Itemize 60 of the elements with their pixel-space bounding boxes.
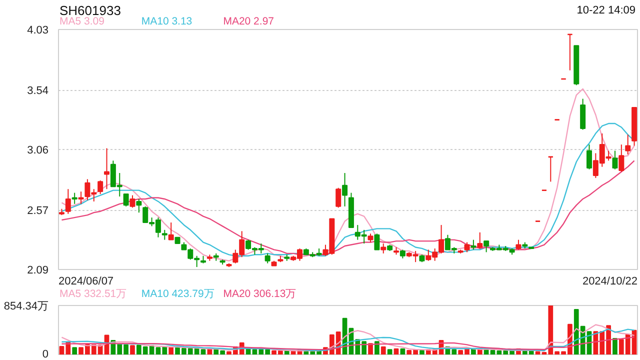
candlestick xyxy=(130,194,136,208)
candlestick xyxy=(123,194,129,207)
candlestick xyxy=(104,148,110,190)
candlestick xyxy=(470,239,476,250)
line-series xyxy=(61,88,635,262)
text: MA20 306.13万 xyxy=(223,288,297,300)
text: MA20 2.97 xyxy=(223,16,274,28)
bar xyxy=(471,348,476,354)
bar xyxy=(420,350,424,354)
candlestick xyxy=(136,198,142,214)
chart-title: SH601933 xyxy=(60,3,121,18)
text: 2024/10/22 xyxy=(582,276,638,288)
candlestick xyxy=(65,188,71,214)
candlestick xyxy=(380,243,386,254)
bar xyxy=(368,343,373,354)
bar xyxy=(394,348,399,354)
candlestick xyxy=(618,144,624,172)
y-tick-label: 854.34万 xyxy=(4,300,49,312)
bar xyxy=(200,349,206,354)
y-tick-label: 2.09 xyxy=(27,264,49,276)
candlestick xyxy=(264,252,270,264)
candlestick xyxy=(98,180,104,195)
bar xyxy=(612,338,618,354)
bar xyxy=(535,351,540,354)
candlestick xyxy=(72,192,78,204)
candlestick xyxy=(162,229,168,240)
candlestick xyxy=(78,191,84,204)
bar xyxy=(284,350,290,354)
candlestick xyxy=(168,222,174,240)
text: 10-22 14:09 xyxy=(576,4,636,16)
text: 2024/06/07 xyxy=(58,276,114,288)
y-tick-label: 3.06 xyxy=(27,144,49,156)
candlestick xyxy=(336,187,342,208)
bar xyxy=(130,345,135,354)
candlestick xyxy=(342,172,348,207)
text: MA10 423.79万 xyxy=(141,288,215,300)
y-tick-label: 0 xyxy=(42,348,49,360)
candlestick xyxy=(580,98,586,130)
candlestick xyxy=(516,239,522,250)
bar xyxy=(72,347,78,354)
bar xyxy=(387,349,392,354)
bar xyxy=(490,350,496,354)
candlestick xyxy=(484,240,490,253)
candlestick xyxy=(374,233,380,250)
text: MA5 332.51万 xyxy=(60,288,128,300)
bar xyxy=(168,347,174,354)
bar xyxy=(380,346,386,354)
text: MA10 3.13 xyxy=(141,16,192,28)
y-tick-label: 2.57 xyxy=(27,205,49,218)
line-series xyxy=(61,336,635,350)
candlestick xyxy=(477,232,483,249)
y-tick-label: 4.03 xyxy=(27,24,49,36)
text: MA5 3.09 xyxy=(60,16,105,28)
candlestick xyxy=(464,242,470,253)
y-tick-label: 3.54 xyxy=(27,85,49,98)
candlestick xyxy=(586,144,592,170)
candlestick xyxy=(612,150,618,170)
candlestick xyxy=(625,134,631,155)
bar xyxy=(374,341,380,354)
bar xyxy=(400,348,406,354)
